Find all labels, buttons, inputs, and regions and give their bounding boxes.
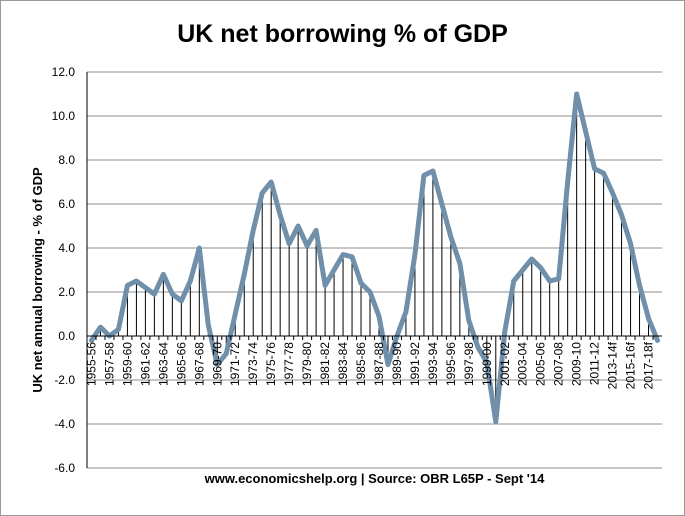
x-tick-label: 1963-64 — [156, 342, 170, 386]
x-tick-label: 2005-06 — [534, 342, 548, 386]
x-tick-label: 2011-12 — [588, 342, 602, 385]
x-tick-label: 1965-66 — [174, 342, 188, 386]
y-tick-label: -6.0 — [54, 461, 75, 475]
x-tick-label: 1967-68 — [192, 342, 206, 386]
y-tick-label: -4.0 — [54, 417, 75, 431]
x-tick-labels: 1955-56 1957-58 1959-60 1961-62 1963-64 1965-… — [84, 336, 656, 389]
x-tick-label: 1957-58 — [102, 342, 116, 386]
y-tick-label: 12.0 — [52, 65, 76, 79]
source-note: www.economicshelp.org | Source: OBR L65P… — [204, 471, 545, 486]
y-tick-labels: 12.0 10.0 8.0 6.0 4.0 2.0 0.0 -2.0 -4.0 -6.0 — [52, 65, 76, 475]
x-tick-label: 1973-74 — [246, 342, 260, 386]
x-tick-label: 2013-14f — [606, 341, 620, 389]
x-tick-label: 1981-82 — [318, 342, 332, 386]
chart-title: UK net borrowing % of GDP — [177, 20, 508, 48]
x-tick-label: 1961-62 — [138, 342, 152, 386]
y-tick-label: 0.0 — [58, 329, 75, 343]
y-tick-label: -2.0 — [54, 373, 75, 387]
x-tick-label: 2003-04 — [516, 342, 530, 386]
x-tick-label: 1975-76 — [264, 342, 278, 386]
x-tick-label: 2001-02 — [498, 342, 512, 386]
y-tick-label: 4.0 — [58, 241, 75, 255]
x-tick-label: 1983-84 — [336, 342, 350, 386]
x-tick-label: 1991-92 — [408, 342, 422, 386]
x-tick-label: 1989-90 — [390, 342, 404, 386]
x-tick-label: 1987-88 — [372, 342, 386, 386]
x-tick-label: 1995-96 — [444, 342, 458, 386]
x-tick-label: 2017-18f — [642, 341, 656, 389]
y-tick-label: 6.0 — [58, 197, 75, 211]
x-tick-label: 2015-16f — [624, 341, 638, 389]
x-tick-label: 1969-70 — [210, 342, 224, 386]
y-tick-label: 8.0 — [58, 153, 75, 167]
x-tick-label: 1997-98 — [462, 342, 476, 386]
y-tick-label: 10.0 — [52, 109, 76, 123]
x-tick-label: 1971-72 — [228, 342, 242, 386]
x-tick-label: 1999-00 — [480, 342, 494, 386]
x-tick-label: 2007-08 — [552, 342, 566, 386]
x-tick-label: 1977-78 — [282, 342, 296, 386]
x-tick-label: 1985-86 — [354, 342, 368, 386]
x-tick-label: 1959-60 — [120, 342, 134, 386]
x-tick-label: 1993-94 — [426, 342, 440, 386]
gridlines — [87, 71, 662, 469]
y-tick-label: 2.0 — [58, 285, 75, 299]
series-line-uk-net-borrowing — [88, 91, 661, 425]
x-tick-label: 1979-80 — [300, 342, 314, 386]
x-tick-label: 2009-10 — [570, 342, 584, 386]
x-tick-label: 1955-56 — [84, 342, 98, 386]
